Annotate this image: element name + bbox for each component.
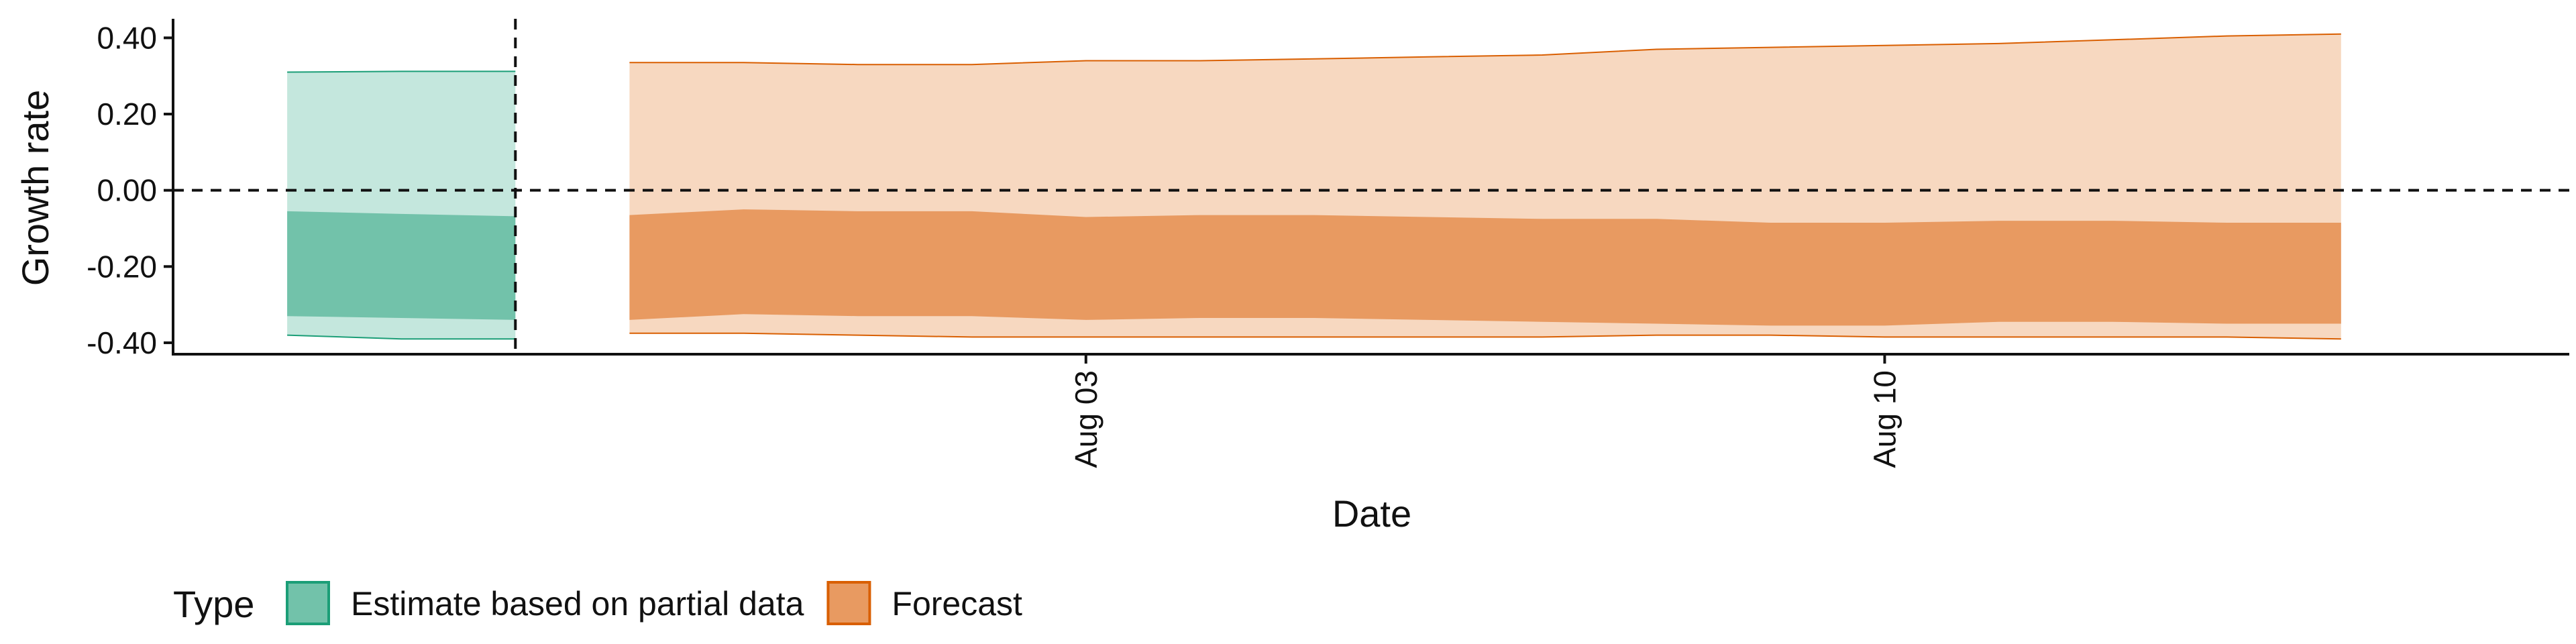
legend-label-0: Estimate based on partial data (351, 585, 804, 623)
band-lower-edge-series-0 (287, 334, 516, 340)
band-lower-edge-series-1 (629, 332, 2341, 340)
legend: Type Estimate based on partial data Forec… (173, 581, 1022, 625)
band-inner-series-0 (287, 211, 516, 320)
y-axis-title: Growth rate (14, 90, 56, 286)
band-upper-edge-series-1 (629, 33, 2341, 66)
band-upper-edge-series-0 (287, 70, 516, 73)
x-tick-label: Aug 10 (1867, 370, 1902, 468)
x-tick-label: Aug 03 (1069, 370, 1104, 468)
bands-layer (287, 33, 2341, 340)
legend-swatch-0 (286, 581, 330, 625)
axes-layer: -0.40 -0.20 0.00 0.20 0.40 Aug 03 Aug 10 (87, 19, 2569, 468)
legend-swatch-1 (826, 581, 871, 625)
y-tick-label: -0.20 (87, 249, 157, 284)
y-tick-label: 0.00 (97, 173, 157, 208)
y-tick-label: 0.20 (97, 97, 157, 131)
reference-lines-layer (173, 19, 2569, 354)
band-inner-series-1 (629, 209, 2341, 326)
x-axis-title: Date (1332, 492, 1411, 535)
y-tick-label: -0.40 (87, 325, 157, 360)
y-tick-label: 0.40 (97, 20, 157, 55)
legend-label-1: Forecast (892, 585, 1022, 623)
legend-title: Type (173, 583, 254, 625)
